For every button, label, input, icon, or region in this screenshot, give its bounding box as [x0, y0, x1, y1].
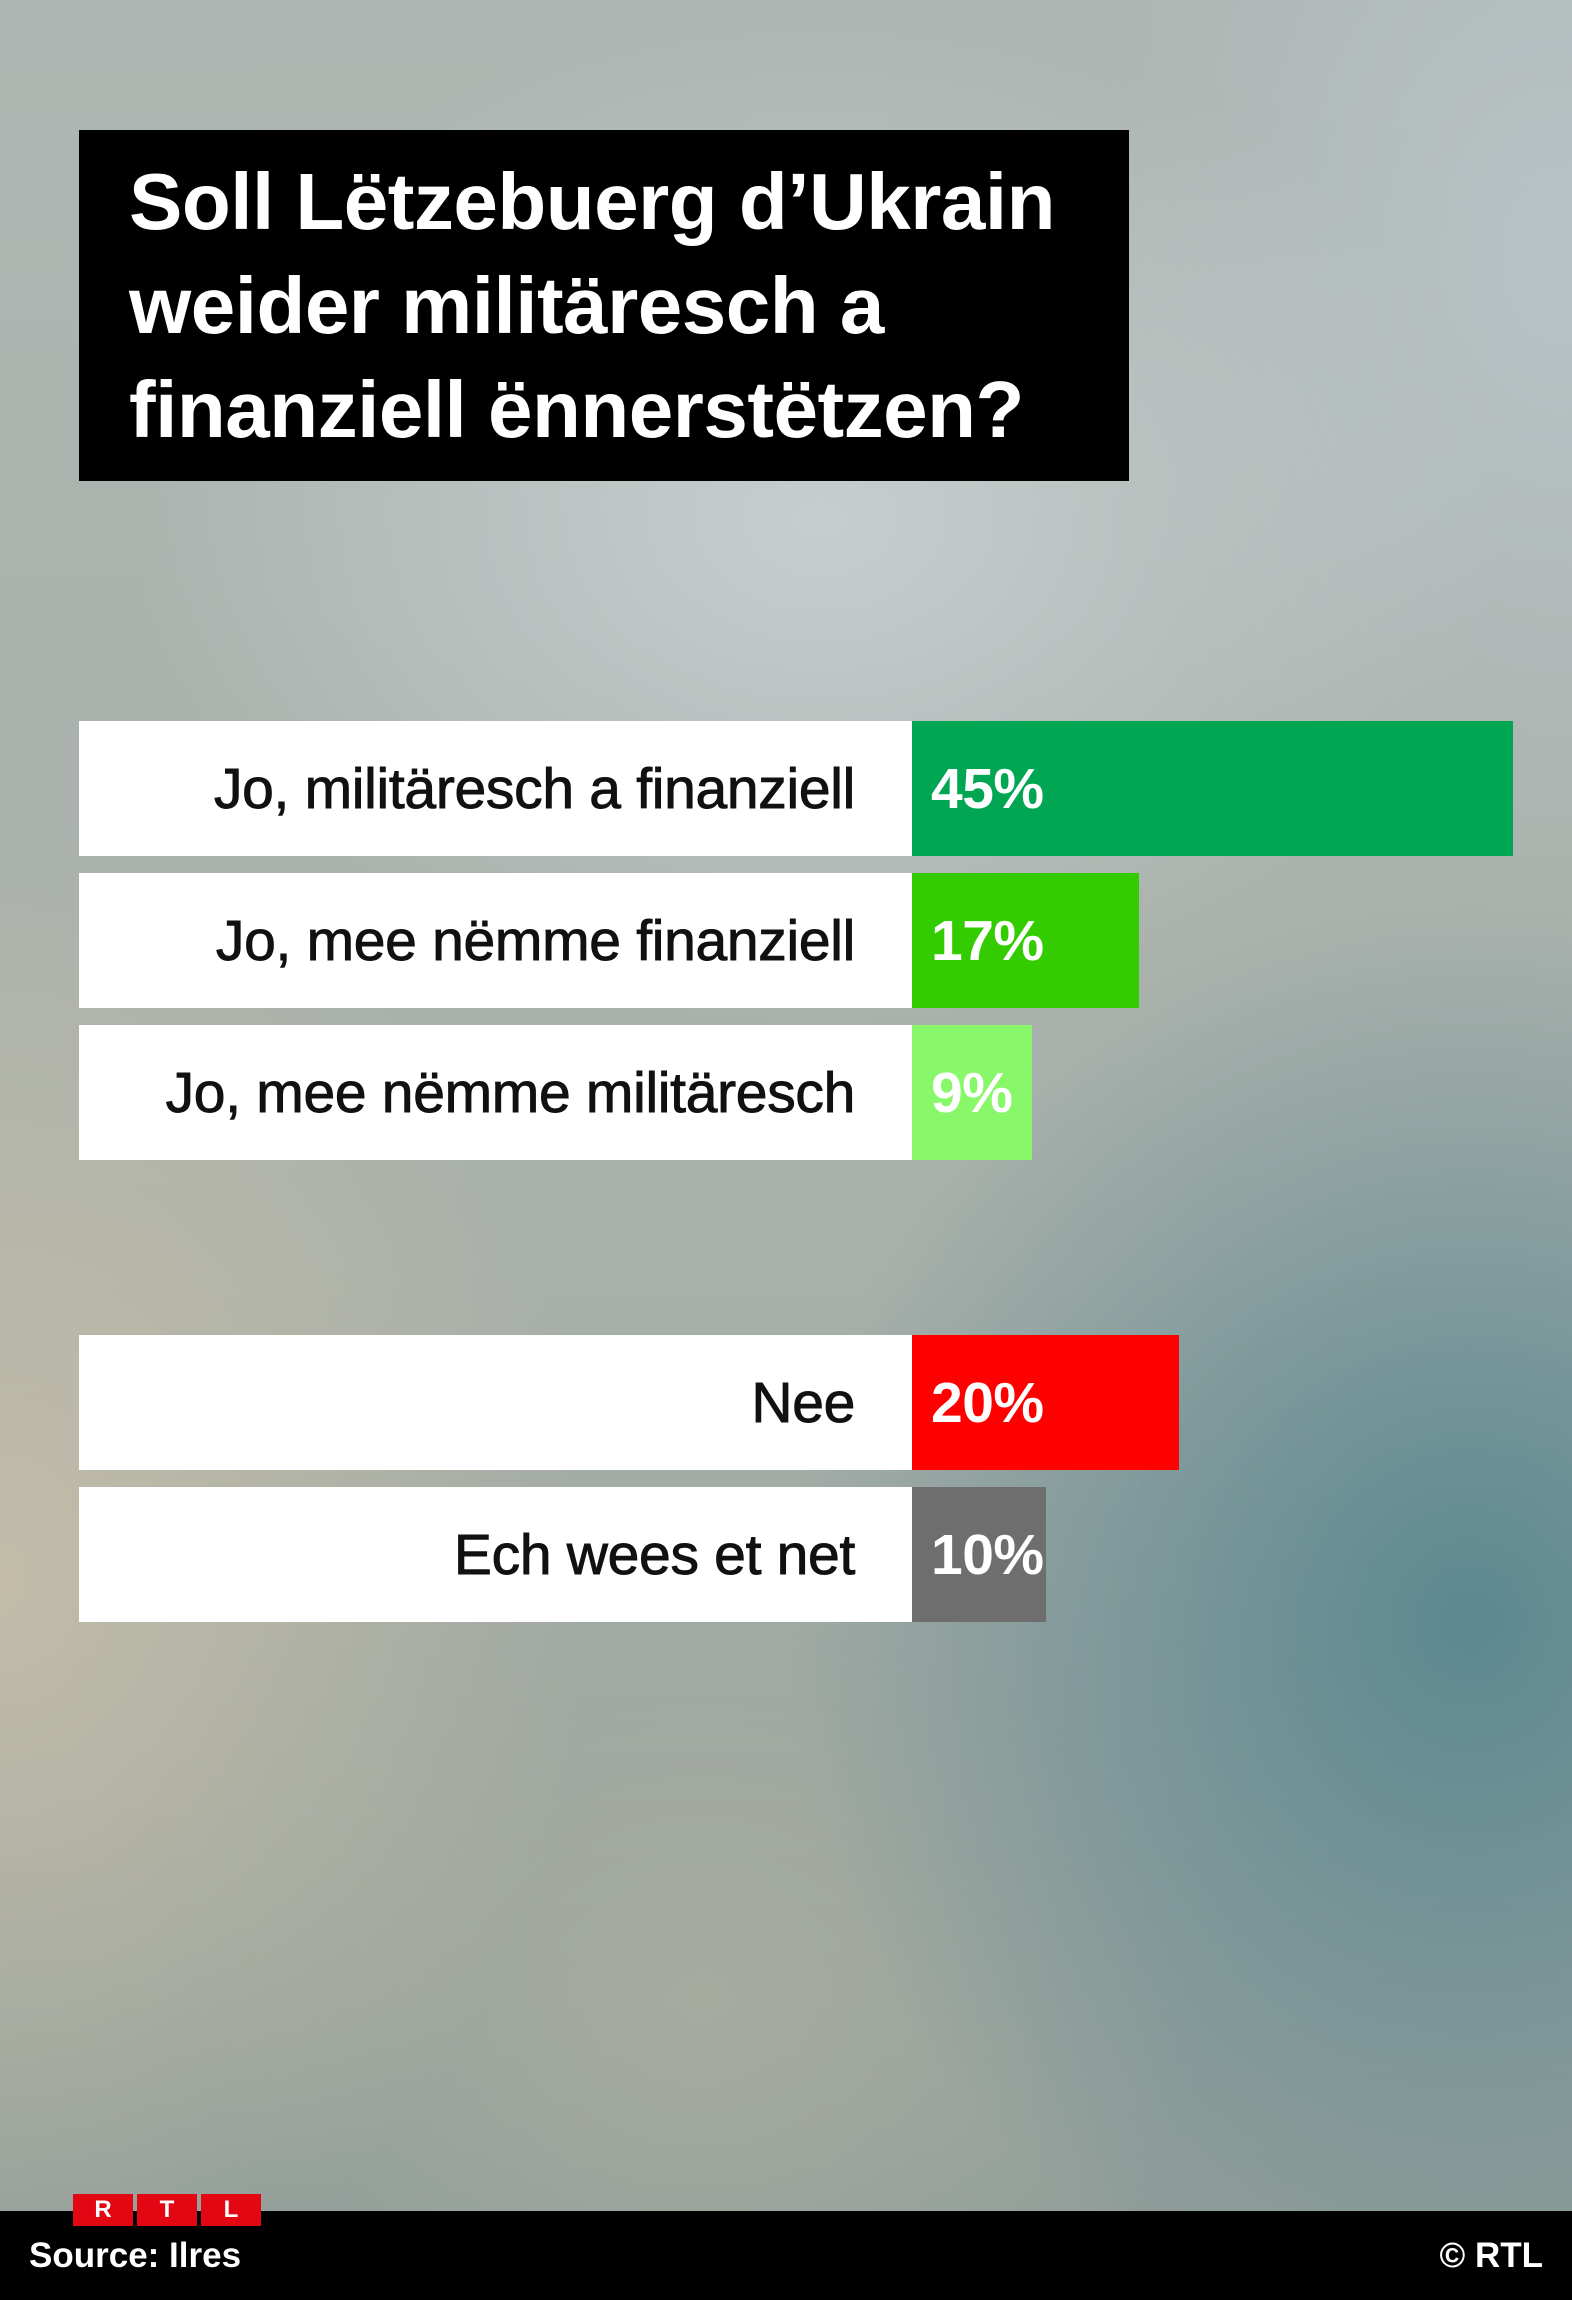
bar-row: Jo, mee nëmme militäresch 9% [79, 1025, 1513, 1160]
value-label: 10% [931, 1522, 1044, 1587]
bar [912, 873, 1139, 1008]
bar-row: Ech wees et net 10% [79, 1487, 1513, 1622]
title-box: Soll Lëtzebuerg d’Ukrain weider militäre… [79, 130, 1129, 481]
category-label-box: Jo, mee nëmme militäresch [79, 1025, 912, 1160]
category-label-box: Nee [79, 1335, 912, 1470]
bar [912, 1025, 1032, 1160]
value-label: 17% [931, 908, 1044, 973]
logo-letter-l: L [201, 2194, 261, 2226]
value-label: 20% [931, 1370, 1044, 1435]
bar-row: Nee 20% [79, 1335, 1513, 1470]
category-label-box: Jo, mee nëmme finanziell [79, 873, 912, 1008]
category-label: Jo, mee nëmme militäresch [165, 1060, 856, 1125]
bar-row: Jo, militäresch a finanziell 45% [79, 721, 1513, 856]
category-label-box: Jo, militäresch a finanziell [79, 721, 912, 856]
bar [912, 1487, 1046, 1622]
bar [912, 721, 1513, 856]
category-label-box: Ech wees et net [79, 1487, 912, 1622]
bar [912, 1335, 1179, 1470]
value-label: 45% [931, 756, 1044, 821]
logo-letter-t: T [137, 2194, 197, 2226]
copyright-text: © RTL [1439, 2235, 1543, 2275]
category-label: Jo, mee nëmme finanziell [215, 908, 855, 973]
category-label: Ech wees et net [453, 1522, 855, 1587]
category-label: Jo, militäresch a finanziell [213, 756, 856, 821]
logo-letter-r: R [73, 2194, 133, 2226]
bar-row: Jo, mee nëmme finanziell 17% [79, 873, 1513, 1008]
source-text: Source: Ilres [29, 2235, 242, 2275]
chart-title: Soll Lëtzebuerg d’Ukrain weider militäre… [129, 156, 1055, 454]
footer: Source: Ilres © RTL [0, 2211, 1572, 2300]
rtl-logo: R T L [73, 2194, 261, 2226]
category-label: Nee [751, 1370, 856, 1435]
value-label: 9% [931, 1060, 1013, 1125]
